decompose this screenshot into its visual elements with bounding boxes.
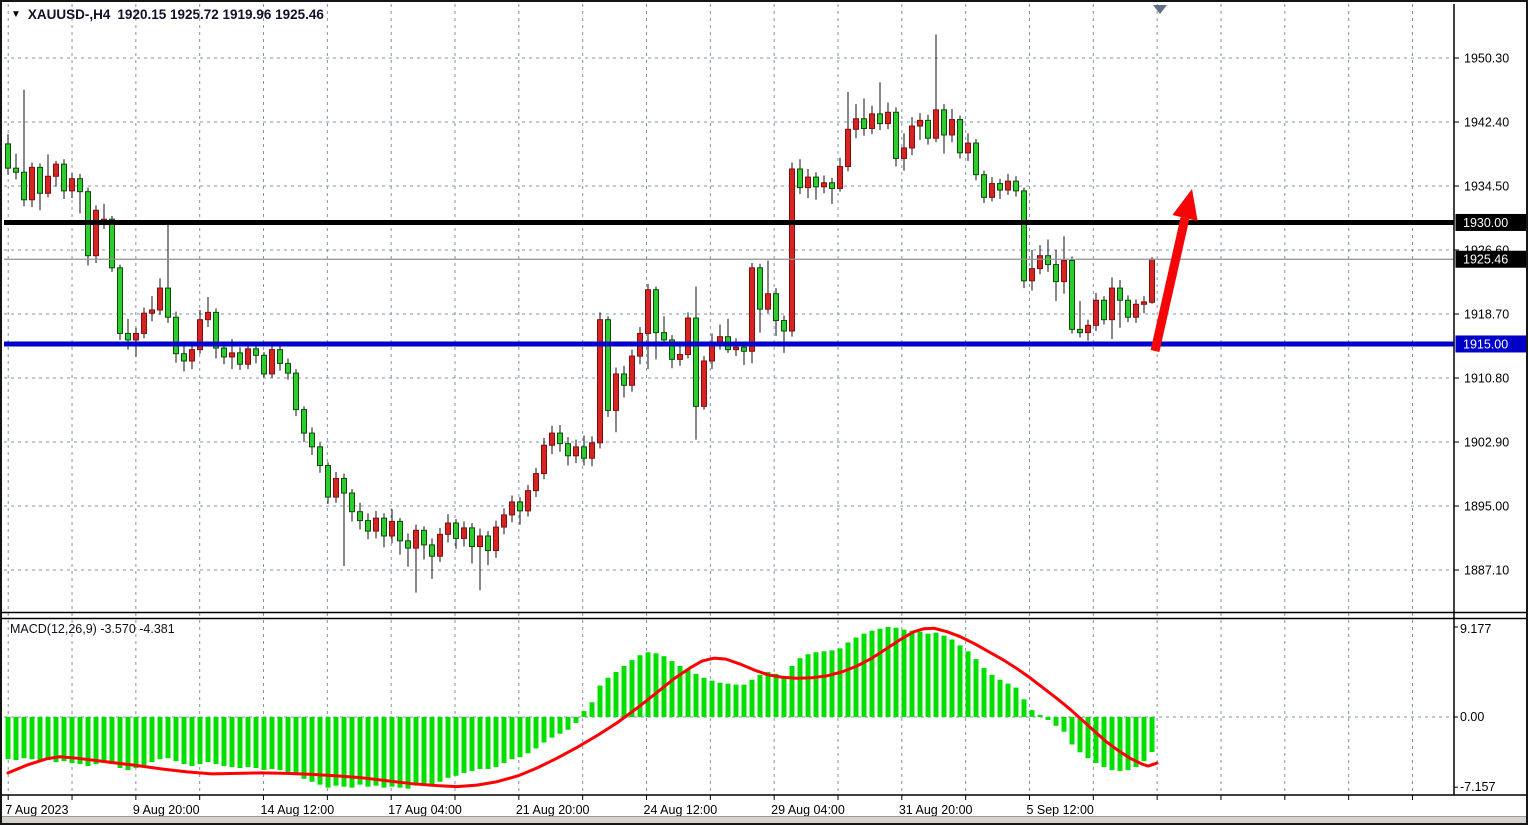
- macd-signal-line: [6, 626, 1159, 789]
- svg-text:1895.00: 1895.00: [1464, 500, 1509, 514]
- panel-frame: [2, 2, 1526, 796]
- svg-text:1925.46: 1925.46: [1463, 253, 1508, 267]
- svg-text:1934.50: 1934.50: [1464, 180, 1509, 194]
- svg-text:-7.157: -7.157: [1460, 780, 1495, 794]
- svg-text:31 Aug 20:00: 31 Aug 20:00: [899, 803, 973, 817]
- svg-text:1902.90: 1902.90: [1464, 436, 1509, 450]
- svg-text:24 Aug 12:00: 24 Aug 12:00: [644, 803, 718, 817]
- trend-arrow[interactable]: [1150, 189, 1198, 352]
- price-badge-support: [1455, 335, 1526, 353]
- svg-text:1887.10: 1887.10: [1464, 564, 1509, 578]
- collapse-triangle-icon[interactable]: ▼: [11, 8, 21, 20]
- window-bottom-edge: [2, 816, 1526, 823]
- horizontal-lines[interactable]: [4, 219, 1454, 347]
- svg-text:0.00: 0.00: [1460, 710, 1484, 724]
- price-badge-resistance: [1455, 213, 1526, 231]
- indicator-label: MACD(12,26,9) -3.570 -4.381: [10, 622, 175, 650]
- chart-shift-marker-icon: [1153, 5, 1167, 14]
- svg-text:7 Aug 2023: 7 Aug 2023: [5, 803, 68, 817]
- svg-text:1942.40: 1942.40: [1464, 116, 1509, 130]
- price-badges: 1930.00 1925.46 1915.00: [1455, 213, 1526, 353]
- indicator-name: MACD(12,26,9): [10, 622, 97, 636]
- svg-text:9 Aug 20:00: 9 Aug 20:00: [133, 803, 200, 817]
- svg-text:21 Aug 20:00: 21 Aug 20:00: [516, 803, 590, 817]
- svg-text:1930.00: 1930.00: [1463, 216, 1508, 230]
- price-axis[interactable]: 1950.301942.401934.501926.601918.701910.…: [1454, 52, 1509, 795]
- time-axis[interactable]: 7 Aug 2023 9 Aug 20:00 14 Aug 12:00 17 Aug …: [5, 795, 1413, 817]
- svg-text:9.177: 9.177: [1460, 622, 1491, 636]
- price-badge-current-price: [1455, 250, 1526, 268]
- ohlc-values-label: 1920.15 1925.72 1919.96 1925.46: [117, 7, 324, 22]
- gridlines: [4, 4, 1454, 795]
- svg-text:29 Aug 04:00: 29 Aug 04:00: [771, 803, 845, 817]
- chart-title: ▼ XAUUSD-,H4 1920.15 1925.72 1919.96 1925.…: [11, 7, 324, 22]
- svg-text:1950.30: 1950.30: [1464, 52, 1509, 66]
- symbol-period-label: XAUUSD-,H4: [27, 7, 111, 22]
- svg-text:17 Aug 04:00: 17 Aug 04:00: [388, 803, 462, 817]
- svg-text:1918.70: 1918.70: [1464, 308, 1509, 322]
- indicator-values: -3.570 -4.381: [100, 622, 175, 636]
- svg-text:5 Sep 12:00: 5 Sep 12:00: [1026, 803, 1093, 817]
- svg-text:1910.80: 1910.80: [1464, 372, 1509, 386]
- svg-text:14 Aug 12:00: 14 Aug 12:00: [261, 803, 335, 817]
- macd-histogram: [5, 626, 1155, 789]
- svg-text:1915.00: 1915.00: [1463, 337, 1508, 351]
